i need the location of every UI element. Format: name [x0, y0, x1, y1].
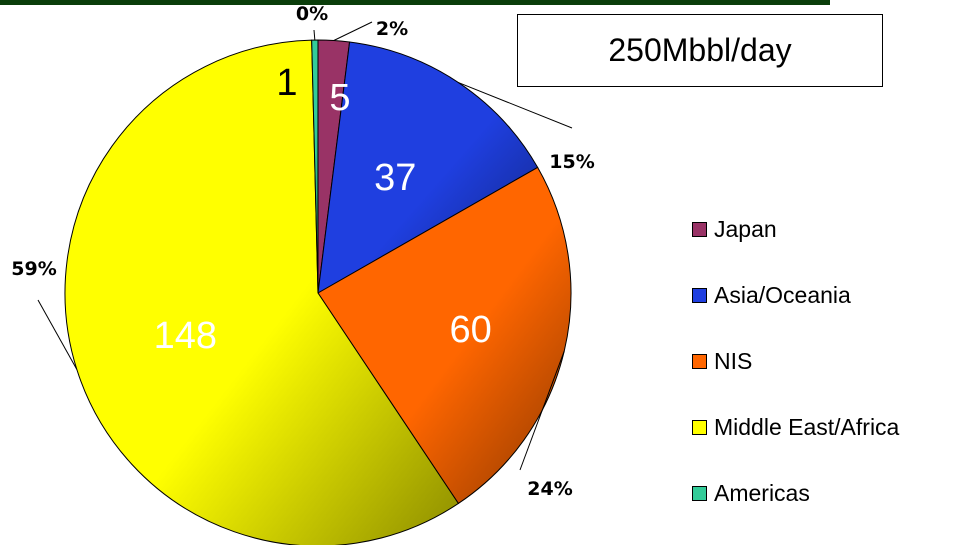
legend-item: Middle East/Africa: [692, 394, 954, 460]
legend-label: Asia/Oceania: [714, 281, 851, 308]
legend-label: Middle East/Africa: [714, 413, 900, 440]
legend-label: NIS: [714, 347, 753, 374]
legend-swatch: [692, 353, 707, 369]
top-rule: [0, 0, 830, 5]
legend-label: Japan: [714, 215, 777, 242]
legend-item: Asia/Oceania: [692, 262, 954, 328]
legend-item: Americas: [692, 460, 954, 526]
legend-label: Americas: [714, 479, 810, 506]
percent-label: 59%: [11, 258, 56, 280]
leader-line: [313, 29, 316, 41]
legend-swatch: [692, 485, 707, 501]
legend: Japan Asia/Oceania NIS Middle East/Africa Am…: [692, 196, 954, 526]
chart-title: 250Mbbl/day: [517, 14, 883, 87]
leader-line: [519, 350, 565, 471]
percent-label: 2%: [376, 18, 408, 40]
legend-item: NIS: [692, 328, 954, 394]
legend-item: Japan: [692, 196, 954, 262]
value-label: 5: [329, 77, 350, 119]
value-label: 37: [374, 157, 416, 199]
leader-line: [458, 82, 573, 129]
leader-line: [333, 21, 373, 41]
percent-label: 0%: [296, 3, 328, 25]
legend-swatch: [692, 221, 707, 237]
legend-swatch: [692, 419, 707, 435]
legend-swatch: [692, 287, 707, 303]
pie-slice-middle-east-africa: [64, 39, 460, 545]
leader-line: [37, 299, 78, 370]
value-label: 60: [450, 309, 492, 351]
value-label: 148: [154, 315, 217, 357]
value-label: 1: [276, 62, 297, 104]
pie-slice-asia-oceania: [317, 41, 539, 294]
percent-label: 15%: [549, 151, 594, 173]
percent-label: 24%: [527, 478, 572, 500]
